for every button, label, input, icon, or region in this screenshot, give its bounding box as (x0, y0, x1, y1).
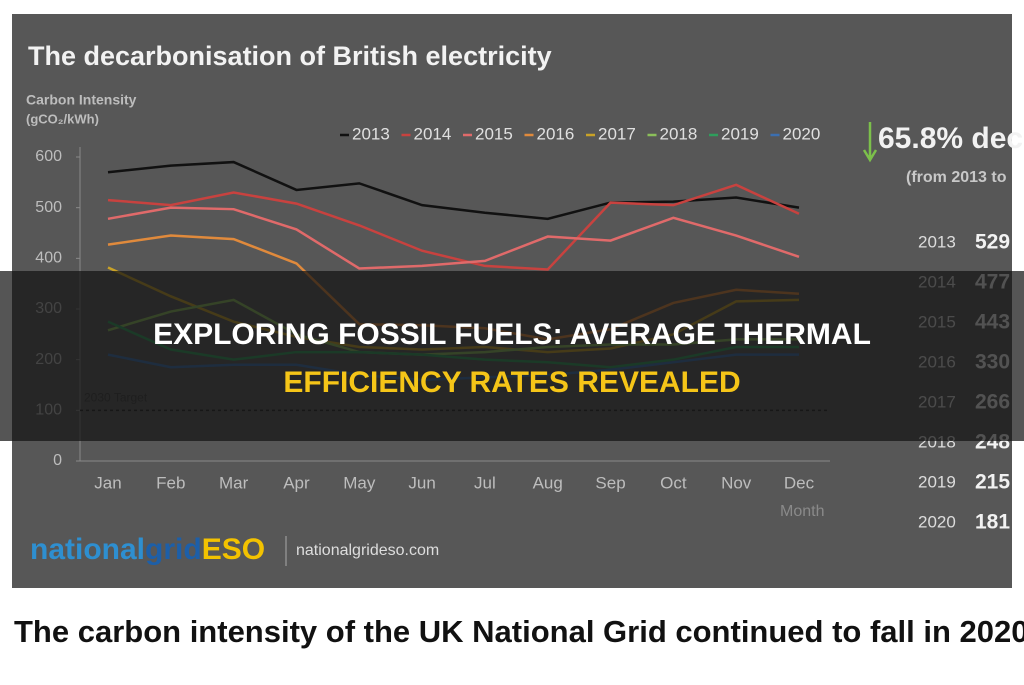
legend-label: 2015 (475, 124, 513, 143)
x-tick-label: Feb (156, 473, 185, 492)
down-arrow (862, 122, 878, 163)
summary-year: 2013 (918, 232, 956, 251)
summary-value: 215 (975, 471, 1010, 494)
x-tick-label: Oct (660, 473, 687, 492)
legend-label: 2013 (352, 124, 390, 143)
summary-year: 2019 (918, 472, 956, 491)
y-tick-label: 0 (53, 452, 62, 469)
x-tick-label: Jul (474, 473, 496, 492)
x-tick-label: Mar (219, 473, 249, 492)
overlay-title: EXPLORING FOSSIL FUELS: AVERAGE THERMAL (153, 318, 871, 351)
summary-subline: (from 2013 to (906, 169, 1007, 186)
x-tick-label: Dec (784, 473, 815, 492)
summary-value: 529 (975, 231, 1010, 254)
overlay-title: EFFICIENCY RATES REVEALED (283, 366, 740, 399)
y-axis-label: Carbon Intensity (26, 92, 137, 108)
chart-title: The decarbonisation of British electrici… (28, 41, 552, 71)
legend-label: 2014 (414, 124, 452, 143)
summary-year: 2020 (918, 512, 956, 531)
summary-value: 181 (975, 511, 1010, 534)
x-tick-label: Jun (408, 473, 435, 492)
legend-label: 2019 (721, 124, 759, 143)
caption: The carbon intensity of the UK National … (14, 614, 1024, 649)
x-tick-label: Sep (595, 473, 625, 492)
summary-headline: 65.8% dec (878, 122, 1023, 155)
y-tick-label: 500 (35, 199, 62, 216)
series-line (107, 183, 800, 271)
y-tick-label: 400 (35, 250, 62, 267)
legend-label: 2020 (783, 124, 821, 143)
x-tick-label: Jan (94, 473, 121, 492)
x-tick-label: Aug (533, 473, 563, 492)
logo: nationalgridESO (30, 533, 265, 566)
x-axis-label: Month (780, 503, 824, 520)
legend-label: 2017 (598, 124, 636, 143)
y-axis-label: (gCO₂/kWh) (26, 111, 99, 126)
y-tick-label: 600 (35, 148, 62, 165)
x-tick-label: Nov (721, 473, 752, 492)
logo-part: national (30, 533, 145, 566)
logo-part: ESO (202, 533, 265, 566)
x-tick-label: May (343, 473, 376, 492)
logo-part: grid (145, 533, 202, 566)
logo-url: nationalgrideso.com (296, 542, 439, 559)
series-line (107, 206, 800, 270)
overlay-band (0, 271, 1024, 441)
x-tick-label: Apr (283, 473, 310, 492)
legend-label: 2016 (537, 124, 575, 143)
legend-label: 2018 (660, 124, 698, 143)
